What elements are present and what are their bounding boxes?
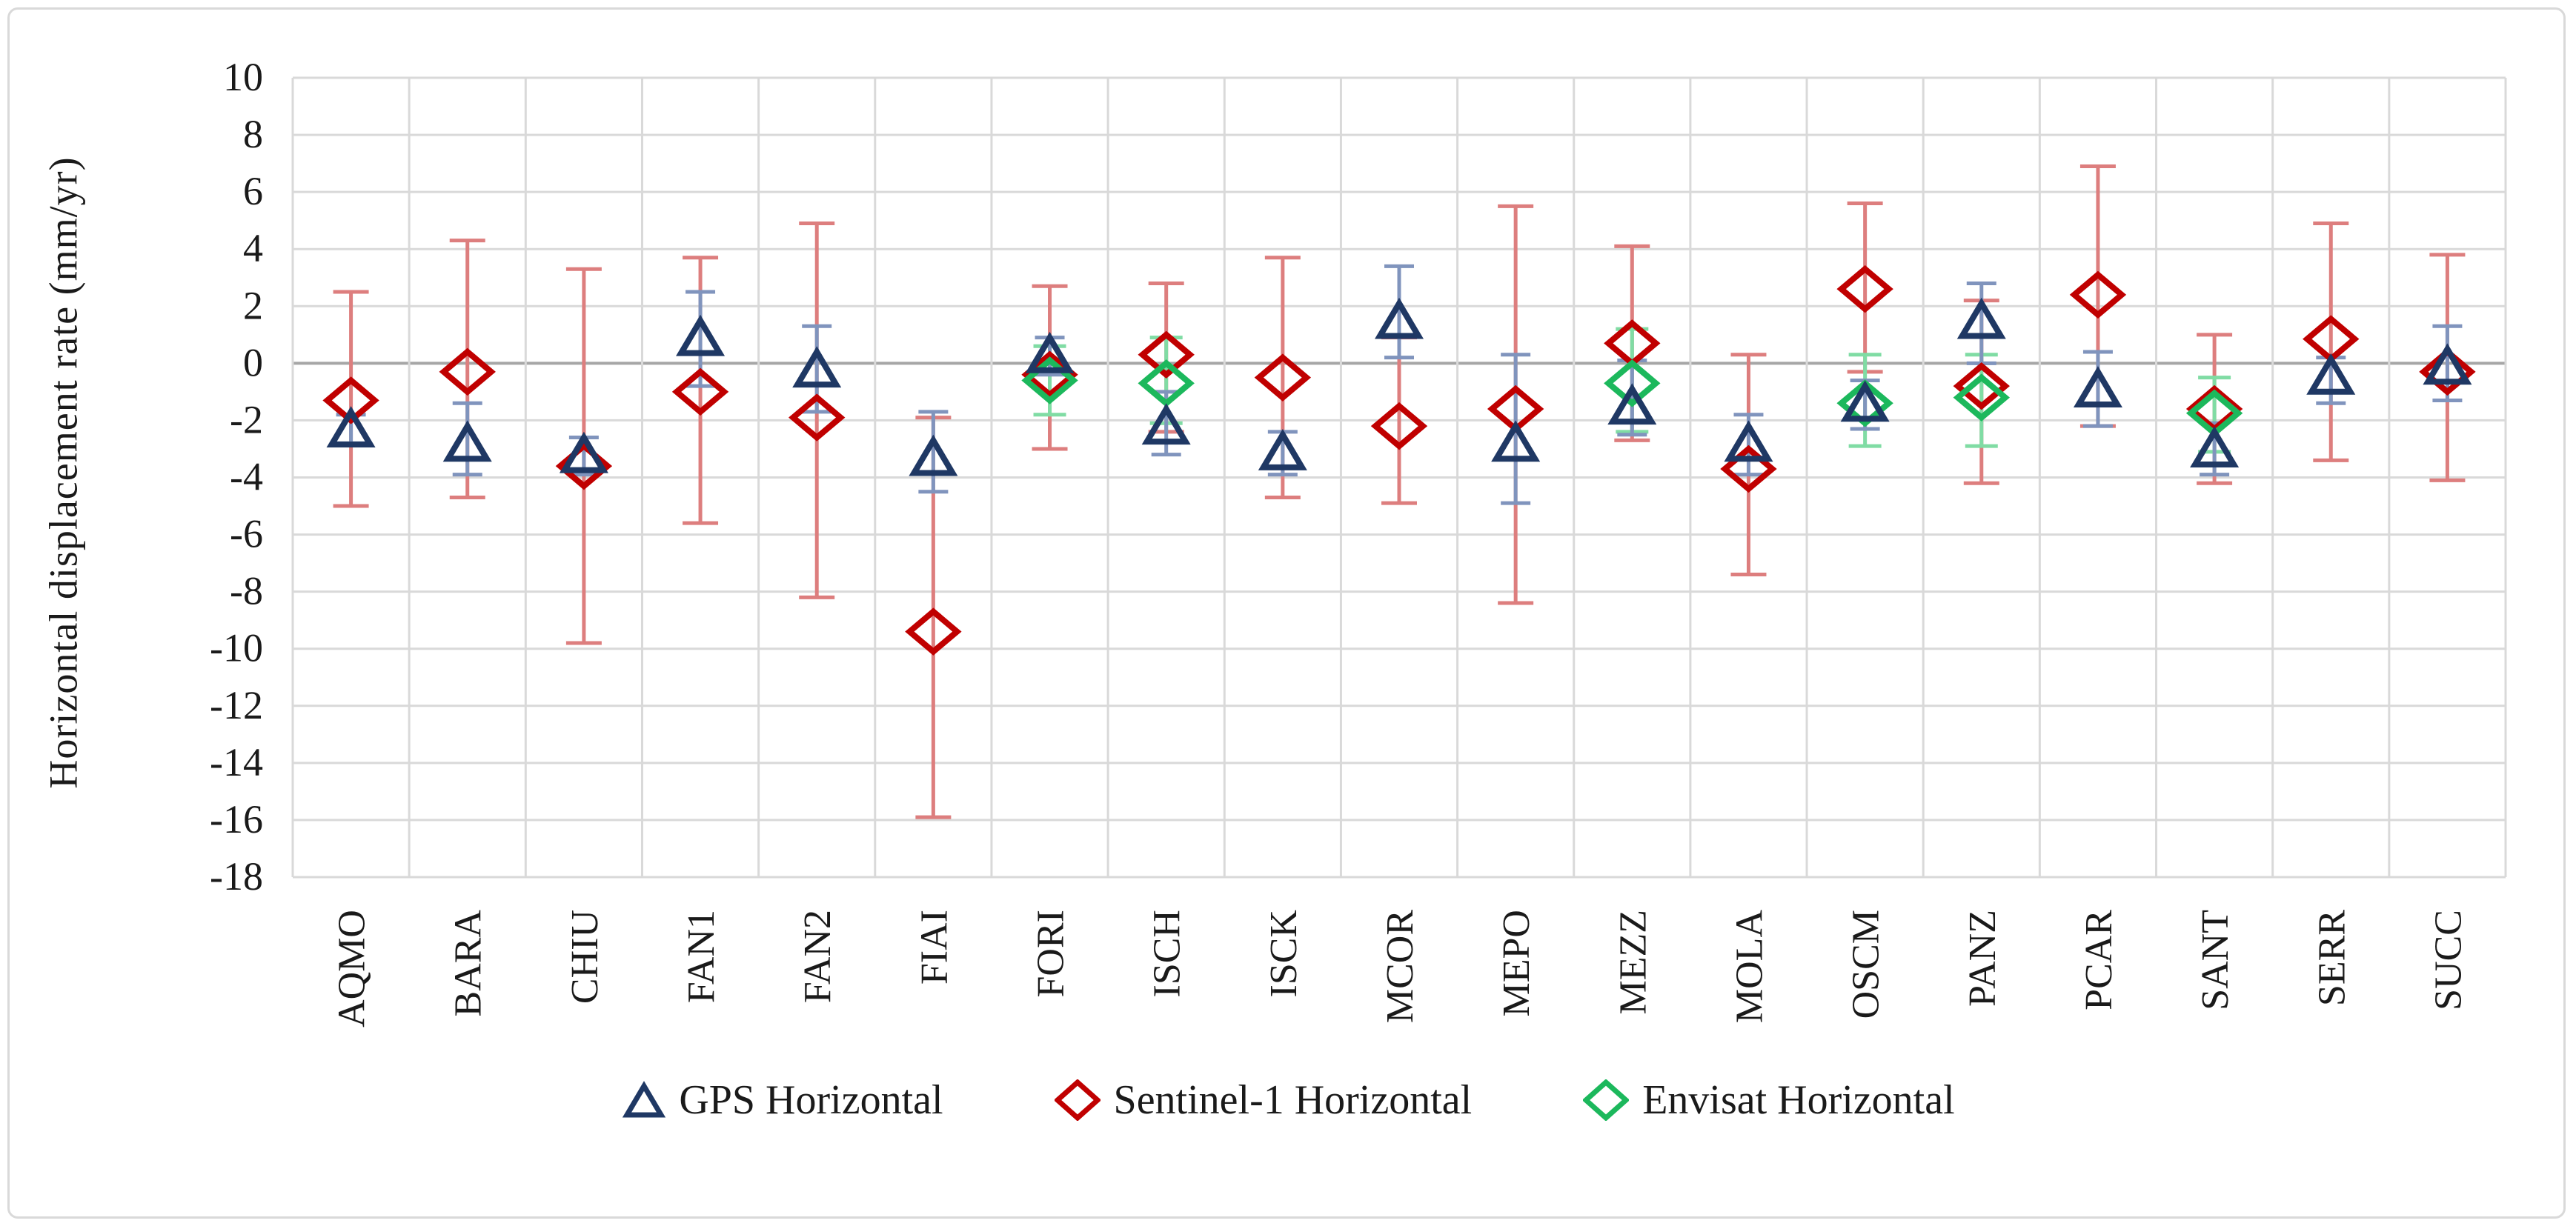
legend-item-gps: GPS Horizontal <box>623 1076 943 1124</box>
marker-gps-BARA <box>442 420 492 462</box>
x-category-label: MEZZ <box>1612 910 1654 1015</box>
y-tick-label: 6 <box>243 169 263 213</box>
y-tick-label: -6 <box>230 512 263 556</box>
marker-gps-FAN1 <box>676 314 726 356</box>
marker-envisat-MEZZ <box>1604 359 1661 407</box>
x-category-label: PCAR <box>2078 910 2120 1010</box>
marker-envisat-FORI <box>1021 356 1078 404</box>
y-tick-label: -18 <box>210 854 263 899</box>
envisat-diamond-icon <box>1583 1079 1630 1121</box>
x-category-label: FIAI <box>913 910 955 985</box>
x-category-label: AQMO <box>331 910 374 1028</box>
error-bar-sentinel-1-OSCM <box>1847 201 1883 374</box>
chart-canvas: 10 8 6 4 2 0 -2 -4 -6 -8 -10 -12 -14 -16 -18 AQMO BARA CH… <box>210 55 2507 1028</box>
error-bar-sentinel-1-AQMO <box>333 290 369 508</box>
error-bar-gps-MCOR <box>1384 264 1414 360</box>
x-category-label: CHIU <box>564 910 606 1004</box>
marker-envisat-PANZ <box>1953 373 2010 422</box>
marker-sentinel-1-SUCC <box>2419 347 2476 396</box>
y-axis-title: Horizontal displacement rate (mm/yr) <box>30 10 97 936</box>
x-category-label: SERR <box>2311 910 2353 1006</box>
x-category-label: FORI <box>1030 910 1072 997</box>
y-tick-label: -8 <box>230 569 263 613</box>
x-category-label: OSCM <box>1845 910 1888 1019</box>
marker-sentinel-1-BARA <box>439 347 496 396</box>
x-category-label: SANT <box>2194 910 2237 1010</box>
marker-sentinel-1-OSCM <box>1836 264 1893 313</box>
x-category-label: BARA <box>448 910 490 1017</box>
y-tick-label: 4 <box>243 226 263 270</box>
marker-sentinel-1-PCAR <box>2069 270 2127 319</box>
marker-sentinel-1-PANZ <box>1953 362 2010 410</box>
marker-sentinel-1-MCOR <box>1370 402 1428 450</box>
legend-item-envisat: Envisat Horizontal <box>1583 1076 1955 1124</box>
x-category-label: MOLA <box>1728 910 1770 1024</box>
marker-gps-MOLA <box>1724 420 1773 462</box>
error-bar-gps-FIAI <box>918 410 949 494</box>
marker-envisat-OSCM <box>1836 379 1893 427</box>
error-bar-gps-BARA <box>452 401 482 477</box>
y-tick-label: -10 <box>210 626 263 670</box>
marker-gps-MEPO <box>1491 420 1541 462</box>
x-category-label: ISCK <box>1263 910 1305 998</box>
marker-sentinel-1-AQMO <box>322 376 379 424</box>
marker-gps-FAN2 <box>792 346 842 388</box>
y-tick-label: 2 <box>243 283 263 327</box>
x-category-label: MEPO <box>1496 910 1538 1016</box>
marker-gps-OSCM <box>1840 380 1890 422</box>
marker-sentinel-1-FAN1 <box>671 367 729 416</box>
chart-frame: 10 8 6 4 2 0 -2 -4 -6 -8 -10 -12 -14 -16 -18 AQMO BARA CH… <box>7 7 2566 1219</box>
marker-sentinel-1-ISCH <box>1138 330 1195 379</box>
marker-gps-ISCK <box>1258 428 1307 470</box>
marker-gps-MEZZ <box>1607 383 1657 425</box>
y-tick-label: 0 <box>243 340 263 384</box>
gps-triangle-icon <box>623 1081 666 1118</box>
y-tick-label: -16 <box>210 797 263 842</box>
legend-item-sentinel: Sentinel-1 Horizontal <box>1054 1076 1473 1124</box>
y-tick-label: -2 <box>230 397 263 442</box>
error-bar-gps-PCAR <box>2082 350 2113 428</box>
marker-gps-SANT <box>2190 426 2240 467</box>
marker-sentinel-1-ISCK <box>1254 353 1312 402</box>
marker-gps-SERR <box>2306 353 2356 395</box>
marker-sentinel-1-FAN2 <box>789 393 846 442</box>
legend-label-envisat: Envisat Horizontal <box>1642 1077 1955 1123</box>
marker-sentinel-1-MOLA <box>1720 444 1777 493</box>
y-tick-label: -4 <box>230 455 263 499</box>
x-category-label: SUCC <box>2427 910 2469 1010</box>
y-tick-label: -12 <box>210 683 263 727</box>
y-axis-title-text: Horizontal displacement rate (mm/yr) <box>42 156 87 789</box>
marker-gps-SUCC <box>2423 343 2472 385</box>
x-category-label: FAN1 <box>680 910 723 1003</box>
marker-gps-ISCH <box>1141 403 1191 445</box>
y-tick-label: 8 <box>243 112 263 156</box>
marker-gps-MCOR <box>1374 297 1424 339</box>
legend: GPS Horizontal Sentinel-1 Horizontal Env… <box>10 1076 2568 1124</box>
marker-gps-PANZ <box>1956 297 2006 339</box>
y-tick-label: -14 <box>210 740 263 785</box>
sentinel-diamond-icon <box>1054 1079 1101 1121</box>
marker-gps-AQMO <box>326 406 376 447</box>
marker-gps-FIAI <box>909 434 958 476</box>
x-category-label: MCOR <box>1379 910 1421 1023</box>
y-tick-label: 10 <box>223 55 263 99</box>
legend-label-gps: GPS Horizontal <box>679 1077 943 1123</box>
x-category-label: FAN2 <box>797 910 839 1003</box>
legend-label-sentinel: Sentinel-1 Horizontal <box>1113 1077 1473 1123</box>
error-bar-sentinel-1-SERR <box>2313 222 2349 462</box>
marker-gps-PCAR <box>2073 366 2122 408</box>
marker-gps-CHIU <box>559 431 608 473</box>
x-category-label: PANZ <box>1962 910 2004 1007</box>
x-category-label: ISCH <box>1146 910 1189 997</box>
marker-sentinel-1-FIAI <box>905 607 962 656</box>
marker-gps-FORI <box>1025 331 1075 373</box>
